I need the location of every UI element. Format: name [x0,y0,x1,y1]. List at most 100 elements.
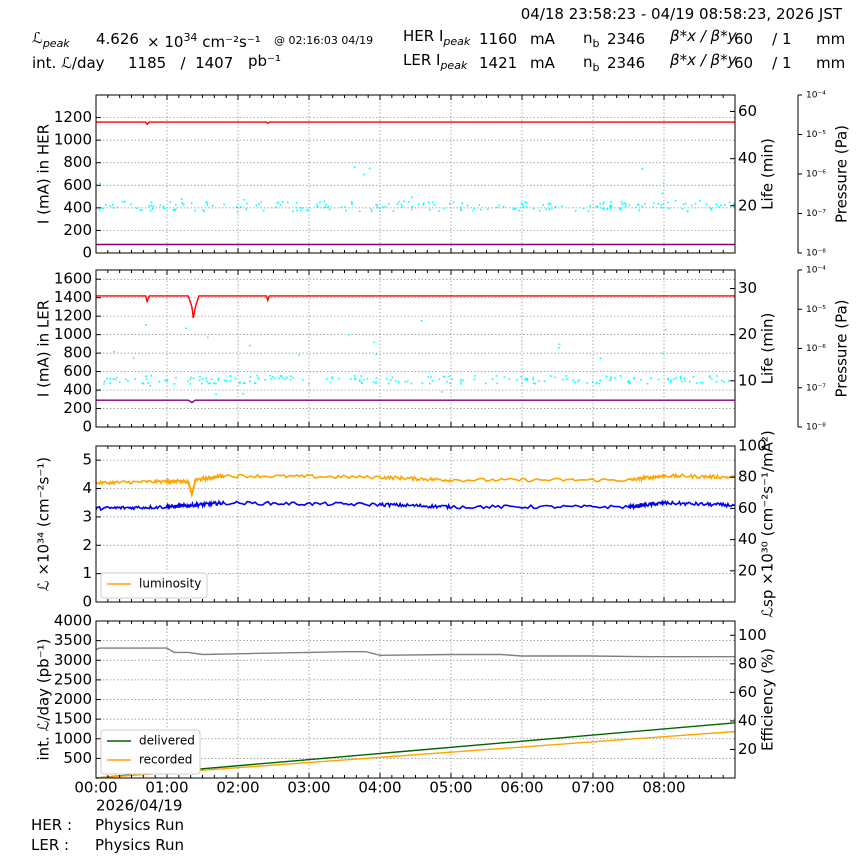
lifetime-point [427,201,430,204]
lifetime-point [603,208,605,211]
lifetime-point [189,382,192,385]
lifetime-point [427,376,430,378]
lifetime-point [338,377,340,380]
lifetime-point [353,166,356,169]
lifetime-point [417,203,420,206]
lifetime-point [624,203,627,205]
lifetime-point [665,328,667,331]
lifetime-point [545,208,548,211]
y-tick-label: 4 [82,479,92,497]
lifetime-point [629,382,631,385]
lifetime-point [705,203,708,205]
lifetime-point [198,379,201,381]
lifetime-point [514,207,517,210]
lifetime-point [165,206,168,209]
pressure-tick-label: 10⁻⁴ [806,266,826,276]
lifetime-point [573,381,576,384]
y2-tick-label: 60 [738,102,757,120]
lifetime-point [547,203,550,205]
lifetime-point [661,352,664,355]
lifetime-point [605,375,608,378]
lifetime-point [223,203,225,206]
y2-tick-label: 100 [738,626,767,644]
lifetime-point [438,210,440,212]
lifetime-point [461,202,464,205]
lifetime-point [325,377,328,380]
lifetime-point [185,327,187,330]
lifetime-point [363,378,365,381]
x-tick-label: 08:00 [642,779,685,797]
lifetime-point [633,377,635,380]
plot-frame [95,269,736,428]
lifetime-point [428,382,431,385]
lifetime-point [163,207,166,210]
lifetime-point [370,210,373,213]
y-tick-label: 500 [63,749,92,767]
lifetime-point [708,375,711,377]
lifetime-point [387,382,390,385]
lifetime-point [289,375,292,377]
lifetime-point [323,206,325,209]
y2-axis-label: Efficiency (%) [759,648,777,751]
lifetime-point [174,203,177,206]
lifetime-point [438,378,441,381]
lifetime-point [538,380,540,382]
lifetime-point [429,209,431,211]
lifetime-point [548,202,551,204]
ler-beta-value: 60 / 1 [734,54,792,72]
her-status: Physics Run [95,816,185,834]
lifetime-point [239,381,241,383]
y-tick-label: 4000 [54,612,92,630]
lifetime-point [551,207,553,210]
y-tick-label: 400 [63,381,92,399]
lifetime-point [144,324,147,326]
lifetime-point [132,357,135,359]
lifetime-point [366,377,369,380]
lifetime-point [99,182,102,185]
lifetime-point [103,380,106,383]
lifetime-point [192,377,195,380]
lifetime-point [558,343,561,346]
lifetime-point [443,207,445,210]
lifetime-point [524,201,526,203]
lifetime-point [681,208,684,210]
ler-peak-label: LER Ipeak [403,51,468,72]
lifetime-point [109,378,111,380]
her-beta-unit: mm [816,30,846,48]
ler-status-label: LER : [31,836,70,854]
lifetime-point [397,381,400,383]
lifetime-point [690,204,693,207]
lifetime-point [112,207,115,209]
lifetime-point [375,377,378,379]
lifetime-point [159,204,162,207]
lifetime-point [609,379,611,382]
lifetime-point [667,377,669,380]
y2-tick-label: 60 [738,683,757,701]
lifetime-point [512,208,515,210]
lifetime-point [378,207,381,210]
lifetime-point [422,203,425,206]
her-nb-value: 2346 [607,30,646,48]
lifetime-point [249,344,251,347]
x-tick-label: 06:00 [500,779,543,797]
ler-beta-label: β*x / β*y [670,51,737,69]
lifetime-point [347,333,350,336]
lifetime-point [302,379,304,381]
y2-axis-label: ℒsp ×10³⁰ (cm⁻²s⁻¹/mA²) [759,430,777,618]
lifetime-point [549,203,552,206]
x-tick-label: 01:00 [145,779,188,797]
lifetime-point [724,204,726,206]
lifetime-point [344,206,346,208]
lifetime-point [106,377,108,380]
lifetime-point [235,205,238,208]
lifetime-point [388,203,390,205]
lifetime-point [181,202,184,204]
lifetime-point [472,209,475,212]
x-date-label: 2026/04/19 [96,797,182,815]
lifetime-point [683,377,686,380]
lifetime-point [353,375,356,377]
lifetime-point [538,209,541,212]
lifetime-point [390,378,392,381]
lifetime-point [720,379,723,382]
